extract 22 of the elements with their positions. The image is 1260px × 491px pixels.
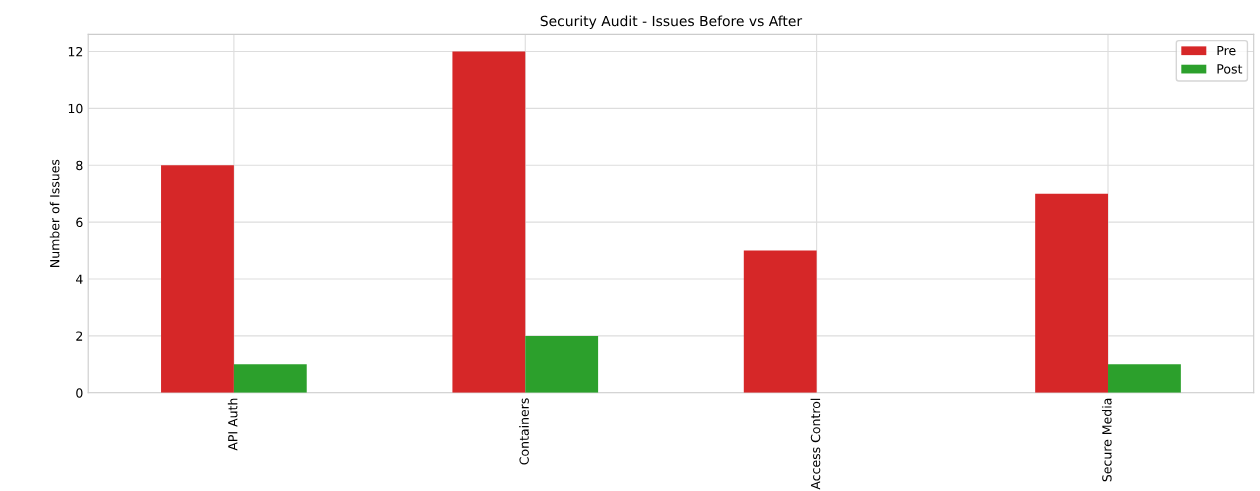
legend-label: Post bbox=[1217, 64, 1243, 74]
y-tick-label: 0 bbox=[76, 388, 83, 398]
y-tick-label: 10 bbox=[68, 103, 83, 114]
legend-label: Pre bbox=[1217, 46, 1236, 56]
bar bbox=[1108, 364, 1181, 393]
x-tick-label: Containers bbox=[519, 398, 529, 465]
x-tick-label: Secure Media bbox=[1101, 398, 1112, 482]
chart-title: Security Audit - Issues Before vs After bbox=[540, 15, 803, 29]
bar bbox=[233, 364, 307, 393]
y-tick-label: 8 bbox=[76, 160, 83, 171]
bar bbox=[743, 250, 817, 393]
y-tick-label: 12 bbox=[68, 46, 83, 57]
bar bbox=[452, 51, 526, 393]
y-axis-title: Number of Issues bbox=[49, 159, 60, 267]
bar bbox=[525, 335, 599, 393]
y-tick-label: 2 bbox=[76, 331, 83, 341]
x-tick-label: API Auth bbox=[227, 398, 238, 451]
x-tick-label: Access Control bbox=[810, 398, 821, 490]
y-tick-label: 4 bbox=[76, 274, 83, 284]
bar bbox=[1035, 193, 1109, 393]
y-tick-label: 6 bbox=[76, 217, 83, 228]
bar bbox=[161, 165, 234, 393]
